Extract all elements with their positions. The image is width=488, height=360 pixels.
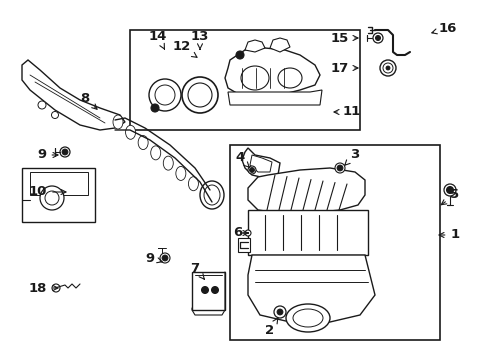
Text: 6: 6	[233, 226, 248, 239]
Text: 5: 5	[440, 189, 459, 205]
Polygon shape	[244, 40, 264, 52]
Circle shape	[40, 186, 64, 210]
Text: 17: 17	[330, 62, 357, 75]
Circle shape	[51, 112, 59, 118]
Circle shape	[182, 77, 218, 113]
Circle shape	[372, 33, 382, 43]
Ellipse shape	[241, 66, 268, 90]
Circle shape	[379, 60, 395, 76]
Circle shape	[162, 255, 168, 261]
Polygon shape	[224, 48, 319, 97]
Circle shape	[385, 66, 389, 70]
Circle shape	[249, 167, 254, 172]
Bar	[30, 172, 88, 195]
Polygon shape	[242, 148, 280, 178]
Circle shape	[446, 186, 452, 193]
Text: 14: 14	[148, 31, 167, 49]
Circle shape	[211, 287, 218, 293]
Circle shape	[443, 184, 455, 196]
Ellipse shape	[278, 68, 302, 88]
Text: 18: 18	[29, 282, 58, 294]
Bar	[22, 168, 95, 222]
Circle shape	[187, 83, 212, 107]
Polygon shape	[247, 168, 364, 213]
Ellipse shape	[292, 309, 323, 327]
Circle shape	[375, 36, 380, 40]
Circle shape	[155, 85, 175, 105]
Circle shape	[160, 253, 170, 263]
Ellipse shape	[285, 304, 329, 332]
Polygon shape	[247, 255, 374, 322]
Ellipse shape	[150, 146, 161, 160]
Text: 13: 13	[190, 31, 209, 49]
Circle shape	[273, 306, 285, 318]
Text: 12: 12	[173, 40, 197, 57]
Text: 11: 11	[333, 105, 360, 118]
Text: 2: 2	[265, 318, 277, 337]
Circle shape	[336, 165, 342, 171]
Polygon shape	[227, 90, 321, 105]
Ellipse shape	[176, 166, 185, 180]
Text: 15: 15	[330, 31, 357, 45]
Polygon shape	[22, 60, 125, 130]
Text: 7: 7	[190, 261, 204, 279]
Circle shape	[151, 104, 159, 112]
Bar	[238, 238, 249, 252]
Ellipse shape	[113, 115, 123, 129]
Bar	[229, 145, 439, 340]
Bar	[192, 272, 224, 310]
Text: 16: 16	[431, 22, 456, 35]
Text: 8: 8	[80, 91, 97, 109]
Circle shape	[52, 284, 60, 292]
Ellipse shape	[163, 156, 173, 170]
Ellipse shape	[138, 136, 148, 149]
Text: 9: 9	[38, 148, 58, 162]
Ellipse shape	[200, 181, 224, 209]
Circle shape	[334, 163, 345, 173]
Polygon shape	[269, 38, 289, 52]
Text: 4: 4	[235, 152, 249, 167]
Text: 1: 1	[438, 229, 459, 242]
Text: 9: 9	[145, 252, 162, 265]
Circle shape	[45, 191, 59, 205]
Circle shape	[382, 63, 392, 73]
Bar	[247, 210, 367, 255]
Circle shape	[276, 309, 283, 315]
Text: 3: 3	[344, 148, 359, 165]
Bar	[130, 30, 359, 130]
Circle shape	[60, 147, 70, 157]
Circle shape	[247, 166, 256, 174]
Circle shape	[62, 149, 68, 155]
Ellipse shape	[203, 185, 220, 205]
Ellipse shape	[125, 125, 135, 139]
Circle shape	[236, 51, 244, 59]
Polygon shape	[249, 155, 271, 172]
Circle shape	[244, 230, 250, 236]
Circle shape	[149, 79, 181, 111]
Circle shape	[201, 287, 208, 293]
Ellipse shape	[188, 177, 198, 191]
Ellipse shape	[201, 187, 210, 201]
Text: 10: 10	[29, 185, 66, 198]
Circle shape	[38, 101, 46, 109]
